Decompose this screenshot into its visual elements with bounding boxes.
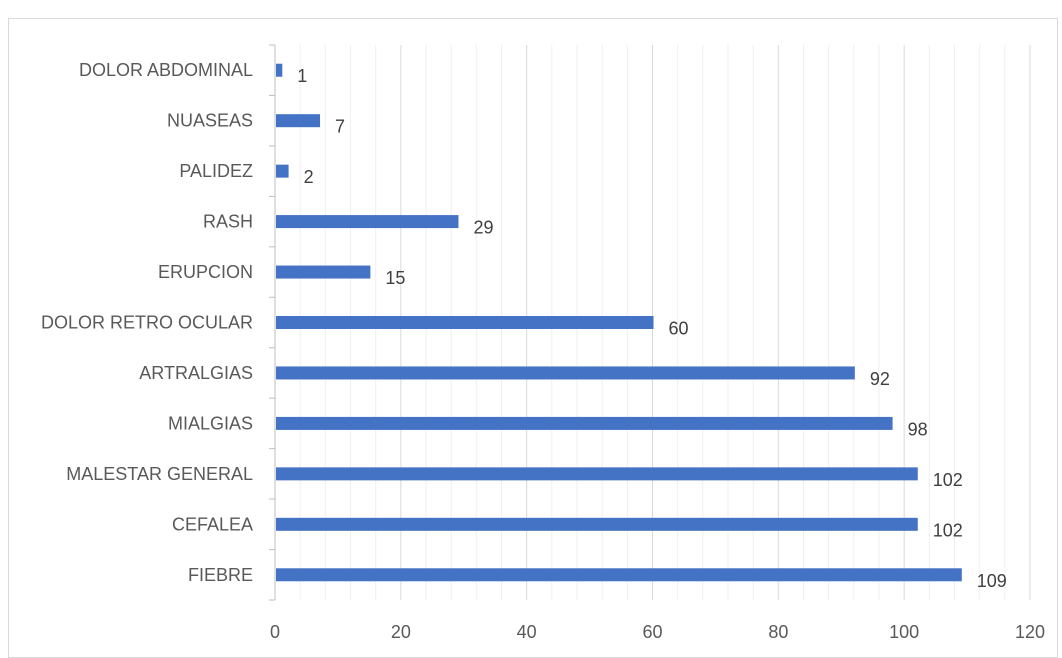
bar: [276, 63, 283, 77]
bar: [276, 568, 962, 582]
tick-label: 80: [768, 622, 788, 642]
category-axis: [269, 44, 276, 601]
category-label: NUASEAS: [167, 111, 253, 131]
tick-label: 120: [1015, 622, 1045, 642]
tick-label: 0: [270, 622, 280, 642]
data-label: 102: [933, 520, 963, 540]
bar: [276, 467, 918, 481]
data-label: 15: [385, 268, 405, 288]
category-label: PALIDEZ: [179, 161, 253, 181]
tick-label: 60: [642, 622, 662, 642]
data-label: 2: [304, 167, 314, 187]
data-label: 29: [473, 218, 493, 238]
category-label: MIALGIAS: [168, 413, 253, 433]
category-label: RASH: [203, 212, 253, 232]
category-label: FIEBRE: [188, 565, 253, 585]
chart-frame: [8, 18, 1058, 658]
bar: [276, 517, 918, 531]
category-label: ERUPCION: [158, 262, 253, 282]
category-label: DOLOR RETRO OCULAR: [41, 313, 253, 333]
bars: [276, 63, 962, 582]
bar: [276, 416, 893, 430]
category-label: DOLOR ABDOMINAL: [79, 60, 253, 80]
bar: [276, 366, 855, 380]
data-label: 1: [297, 66, 307, 86]
data-label: 109: [977, 571, 1007, 591]
tick-label: 20: [391, 622, 411, 642]
value-axis-ticks: 0 20 40 60 80 100 120: [270, 622, 1045, 642]
category-label: MALESTAR GENERAL: [66, 464, 253, 484]
bar: [276, 316, 654, 329]
category-label: ARTRALGIAS: [139, 363, 253, 383]
data-label: 98: [908, 419, 928, 439]
data-label: 102: [933, 470, 963, 490]
data-label: 7: [335, 117, 345, 137]
bar: [276, 215, 459, 229]
bar: [276, 265, 371, 279]
data-label: 60: [669, 319, 689, 339]
data-label: 92: [870, 369, 890, 389]
bar: [276, 114, 321, 128]
tick-label: 100: [889, 622, 919, 642]
category-label: CEFALEA: [172, 514, 253, 534]
category-labels: DOLOR ABDOMINAL NUASEAS PALIDEZ RASH ERUPCIO…: [41, 60, 253, 585]
bar: [276, 164, 289, 178]
data-labels: 1 7 2 29 15 60 92 98 102 102 109: [297, 66, 1007, 591]
tick-label: 40: [517, 622, 537, 642]
